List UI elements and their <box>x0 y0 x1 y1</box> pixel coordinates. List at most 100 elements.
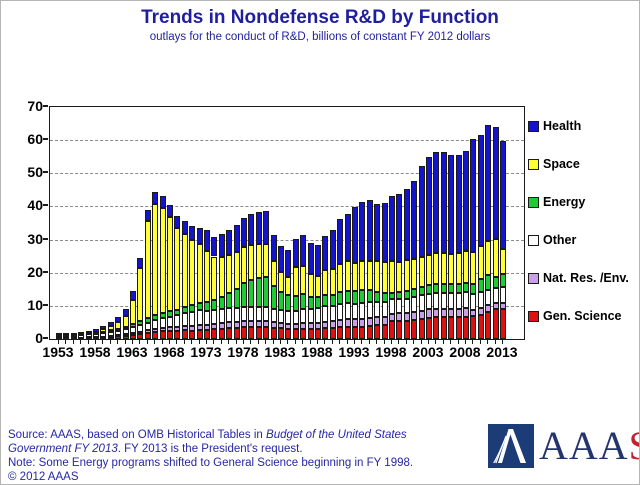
bar-segment-1965-health <box>144 210 151 222</box>
bar-segment-1987-gen-science <box>307 328 314 339</box>
bar-segment-2002-space <box>418 257 425 288</box>
bar-segment-1996-health <box>374 204 381 262</box>
bar-segment-2011-health <box>485 124 492 241</box>
bar-segment-2008-other <box>463 292 469 309</box>
bar-segment-1988-energy <box>315 297 321 309</box>
bar-segment-1961-health <box>115 317 122 323</box>
bar-segment-2010-energy <box>477 279 484 293</box>
bar-segment-2013-gen-science <box>500 308 506 339</box>
gridline-60 <box>50 140 524 142</box>
bar-segment-1965-gen-science <box>144 332 151 339</box>
plot-area <box>49 106 525 340</box>
x-tick-2008 <box>465 340 466 344</box>
bar-segment-1981-health <box>263 211 270 244</box>
bar-segment-2004-nat-res-env- <box>433 308 440 318</box>
bar-segment-2007-energy <box>455 284 462 293</box>
bar-segment-1995-other <box>366 302 373 319</box>
x-tick-1994 <box>361 340 363 344</box>
bar-segment-1994-gen-science <box>359 326 366 339</box>
bar-segment-1989-nat-res-env- <box>322 321 329 329</box>
legend: Health Space Energy Other Nat. Res. /Env. Gen… <box>528 119 638 339</box>
x-tick-2012 <box>494 340 496 344</box>
bar-segment-1964-space <box>137 267 144 322</box>
legend-swatch-health <box>528 120 539 132</box>
bar-segment-1963-nat-res-env- <box>130 332 136 335</box>
legend-item-space: Space <box>528 157 580 171</box>
bar-segment-1977-energy <box>233 288 240 309</box>
source-line-2: Government FY 2013. FY 2013 is the Presi… <box>8 443 303 455</box>
x-tick-1998 <box>391 340 392 344</box>
bar-segment-1981-energy <box>263 277 270 308</box>
bar-segment-1980-gen-science <box>255 327 262 339</box>
x-tick-1988 <box>317 340 318 344</box>
bar-segment-1961-gen-science <box>115 336 122 339</box>
bar-segment-1988-gen-science <box>315 328 321 339</box>
bar-segment-1995-energy <box>366 289 373 303</box>
x-tick-1990 <box>331 340 333 344</box>
bar-segment-1961-energy <box>115 328 122 331</box>
bar-segment-2012-gen-science <box>492 309 499 339</box>
bar-segment-1983-other <box>278 310 284 323</box>
bar-segment-1979-space <box>248 245 255 280</box>
bar-segment-2009-gen-science <box>470 316 477 339</box>
bar-segment-1978-nat-res-env- <box>241 321 247 328</box>
bar-segment-1970-health <box>181 221 188 234</box>
x-tick-1993 <box>354 340 355 344</box>
bar-segment-1984-energy <box>285 294 292 311</box>
x-axis-label-1998: 1998 <box>375 344 407 360</box>
x-axis-label-1973: 1973 <box>190 344 222 360</box>
x-tick-1961 <box>117 340 119 344</box>
bar-segment-2003-gen-science <box>426 317 432 339</box>
x-tick-1984 <box>287 340 289 344</box>
bar-segment-1982-health <box>270 234 277 262</box>
x-tick-1991 <box>339 340 341 344</box>
bar-segment-1965-space <box>144 221 151 319</box>
bar-segment-1987-nat-res-env- <box>307 323 314 329</box>
bar-segment-1995-space <box>366 261 373 290</box>
bar-segment-2002-gen-science <box>418 319 425 339</box>
y-tick-60 <box>43 138 48 141</box>
bar-segment-1966-gen-science <box>152 331 159 339</box>
bar-segment-2001-nat-res-env- <box>411 312 418 321</box>
bar-segment-1991-nat-res-env- <box>337 320 344 328</box>
x-tick-1958 <box>95 340 96 344</box>
bar-segment-1968-health <box>167 204 173 217</box>
bar-segment-2011-space <box>485 240 492 276</box>
bar-segment-1968-other <box>167 316 173 328</box>
bar-segment-2013-nat-res-env- <box>500 302 506 309</box>
bar-segment-1983-nat-res-env- <box>278 322 284 329</box>
bar-segment-1960-gen-science <box>107 337 114 339</box>
bar-segment-1989-energy <box>322 294 329 307</box>
bar-segment-2008-space <box>463 251 469 283</box>
bar-segment-1986-space <box>300 265 307 295</box>
legend-label: Health <box>543 119 582 133</box>
bar-segment-1971-space <box>189 239 196 306</box>
y-axis-label-10: 10 <box>27 296 43 313</box>
bar-segment-1985-health <box>292 238 299 268</box>
bar-segment-1987-health <box>307 243 314 275</box>
bar-segment-1982-energy <box>270 286 277 309</box>
bar-segment-1999-health <box>396 194 403 262</box>
bar-segment-1979-energy <box>248 279 255 308</box>
bar-segment-1973-health <box>204 229 210 251</box>
bar-segment-2002-nat-res-env- <box>418 311 425 320</box>
source-line-1: Source: AAAS, based on OMB Historical Ta… <box>8 429 407 441</box>
x-tick-2003 <box>428 340 429 344</box>
y-axis-label-20: 20 <box>27 263 43 280</box>
bar-segment-1972-gen-science <box>196 330 203 339</box>
bar-segment-1958-health <box>93 329 99 332</box>
bar-segment-1970-energy <box>181 307 188 314</box>
bar-segment-2002-energy <box>418 287 425 296</box>
bar-segment-1988-other <box>315 308 321 323</box>
bar-segment-1959-health <box>100 325 107 330</box>
bar-segment-1962-health <box>122 309 129 317</box>
chart-title: Trends in Nondefense R&D by Function <box>141 7 499 28</box>
bar-segment-1999-nat-res-env- <box>396 313 403 321</box>
bar-segment-1965-other <box>144 323 151 331</box>
bar-segment-1971-energy <box>189 305 196 312</box>
x-tick-2004 <box>435 340 437 344</box>
x-axis-label-1968: 1968 <box>153 344 185 360</box>
bar-segment-1975-nat-res-env- <box>218 322 225 329</box>
x-tick-1977 <box>235 340 237 344</box>
bar-segment-1997-nat-res-env- <box>381 317 388 325</box>
